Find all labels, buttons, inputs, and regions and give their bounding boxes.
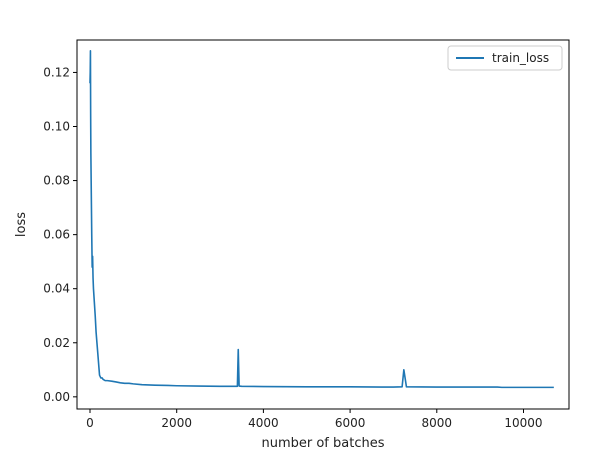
y-tick-label-0: 0.00 [43, 390, 70, 404]
y-tick-label-1: 0.02 [43, 336, 70, 350]
series-line-train-loss [89, 50, 554, 389]
x-tick-label-0: 0 [86, 416, 94, 430]
legend-box [447, 45, 563, 71]
y-tick-label-2: 0.04 [43, 282, 70, 296]
axes: 0 2000 4000 6000 8000 10000 0.00 0.02 0.04 0.06 0.… [43, 39, 570, 430]
y-tick-label-6: 0.12 [43, 65, 70, 79]
axis-labels: number of batches loss [14, 212, 385, 451]
plot-frame [76, 39, 570, 410]
y-tick-label-4: 0.08 [43, 174, 70, 188]
x-tick-label-4: 8000 [422, 416, 453, 430]
y-axis-label: loss [14, 212, 29, 237]
x-tick-label-2: 4000 [248, 416, 279, 430]
y-tick-label-5: 0.10 [43, 120, 70, 134]
x-axis-label: number of batches [261, 436, 384, 451]
x-tick-label-5: 10000 [504, 416, 542, 430]
y-tick-label-3: 0.06 [43, 228, 70, 242]
x-tick-label-3: 6000 [335, 416, 366, 430]
legend: train_loss [447, 45, 563, 71]
x-tick-label-1: 2000 [161, 416, 192, 430]
legend-label-train-loss: train_loss [492, 51, 549, 65]
plot-area [89, 50, 554, 389]
